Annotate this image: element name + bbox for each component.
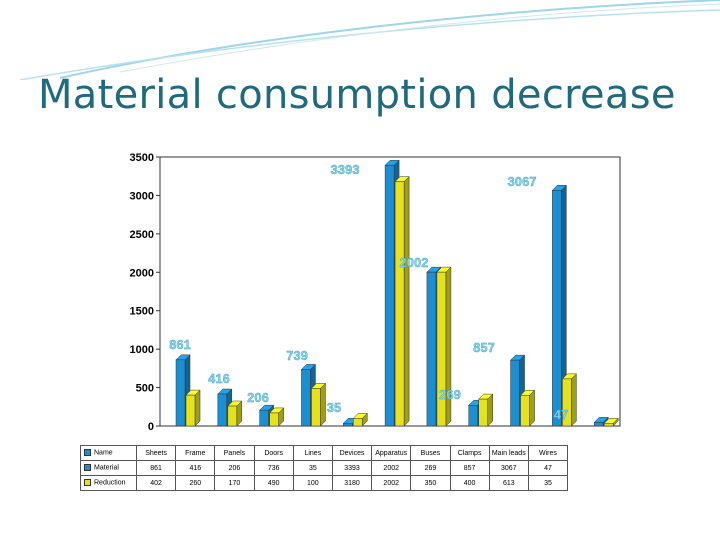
data-label: 47 <box>554 407 568 422</box>
table-cell: 269 <box>410 460 451 476</box>
table-row-label: Reduction <box>80 475 137 491</box>
y-tick-label: 2500 <box>130 229 154 241</box>
bar-material <box>217 393 228 427</box>
material-legend-label: Material <box>94 464 119 472</box>
table-header-label: Name <box>94 449 113 457</box>
table-row-material: Material 861 416 206 736 35 3393 2002 26… <box>80 460 569 476</box>
data-label: 35 <box>327 400 341 415</box>
table-cell: 3180 <box>331 475 373 491</box>
bar-reduction <box>311 388 321 427</box>
data-label: 3393 <box>331 162 360 177</box>
bar-reduction <box>520 395 530 427</box>
bar-material <box>468 405 478 427</box>
data-label: 206 <box>247 390 269 405</box>
y-tick-label: 1500 <box>130 306 154 318</box>
bar-reduction <box>227 405 238 427</box>
bar-side <box>403 175 410 427</box>
table-header-cell: Name <box>80 445 137 461</box>
table-cell: 736 <box>253 460 294 476</box>
bar-material <box>510 359 520 427</box>
table-row-reduction: Reduction 402 260 170 490 100 3180 2002 … <box>80 475 569 491</box>
y-tick-label: 500 <box>136 383 154 395</box>
y-tick-label: 0 <box>148 421 154 433</box>
y-tick-label: 1000 <box>130 344 154 356</box>
table-cell: 100 <box>292 475 333 491</box>
data-label: 416 <box>208 371 230 386</box>
bar-reduction <box>478 398 488 427</box>
table-cell: 47 <box>527 460 569 476</box>
table-cell: 260 <box>175 475 216 491</box>
table-category: Panels <box>214 445 255 461</box>
table-row-label: Material <box>80 460 137 476</box>
y-tick-label: 2000 <box>130 267 154 279</box>
bar-side <box>445 266 452 427</box>
table-category: Clamps <box>449 445 490 461</box>
data-label: 861 <box>169 337 191 352</box>
y-tick-label: 3000 <box>130 190 154 202</box>
bar-reduction <box>394 181 405 427</box>
data-label: 857 <box>473 340 495 355</box>
table-category: Devices <box>331 445 373 461</box>
bar-side <box>571 373 577 427</box>
table-cell: 416 <box>175 460 216 476</box>
bar-material <box>175 359 186 427</box>
table-category: Buses <box>410 445 451 461</box>
table-category: Wires <box>527 445 569 461</box>
bar-reduction <box>603 423 614 427</box>
data-label: 2002 <box>400 255 429 270</box>
reduction-legend-label: Reduction <box>94 479 126 487</box>
table-cell: 3393 <box>331 460 373 476</box>
bar-material <box>593 422 604 427</box>
table-cell: 613 <box>488 475 529 491</box>
table-cell: 170 <box>214 475 255 491</box>
table-cell: 402 <box>135 475 177 491</box>
bar-side <box>487 393 493 427</box>
bar-material <box>343 423 353 427</box>
table-category: Doors <box>253 445 294 461</box>
bar-material <box>384 164 395 427</box>
bar-material <box>552 190 562 427</box>
bar-reduction <box>269 412 279 427</box>
table-cell: 2002 <box>371 460 412 476</box>
data-label: 3067 <box>508 174 537 189</box>
table-cell: 861 <box>135 460 177 476</box>
table-cell: 3067 <box>488 460 529 476</box>
y-tick-label: 3500 <box>130 152 154 164</box>
data-label: 739 <box>286 348 308 363</box>
table-cell: 350 <box>410 475 451 491</box>
table-category: Main leads <box>488 445 529 461</box>
table-cell: 206 <box>214 460 255 476</box>
bar-reduction <box>353 418 363 427</box>
table-cell: 490 <box>253 475 294 491</box>
table-category: Lines <box>292 445 333 461</box>
table-cell: 2002 <box>371 475 412 491</box>
bar-side <box>320 382 326 427</box>
table-category: Sheets <box>135 445 177 461</box>
bar-reduction <box>436 271 447 427</box>
table-cell: 35 <box>292 460 333 476</box>
table-cell: 400 <box>449 475 490 491</box>
decorative-swoosh <box>19 0 720 80</box>
bar-material <box>259 409 269 427</box>
slide-title: Material consumption decrease <box>38 72 676 118</box>
bar-material <box>426 271 437 427</box>
table-category: Apparatus <box>371 445 412 461</box>
bar-reduction <box>562 378 572 427</box>
table-header-row: Name Sheets Frame Panels Doors Lines Dev… <box>80 445 569 461</box>
bar-side <box>194 389 201 427</box>
bar-side <box>529 389 535 427</box>
bar-reduction <box>185 394 196 427</box>
table-category: Frame <box>175 445 216 461</box>
bar-material <box>301 369 311 427</box>
table-cell: 35 <box>527 475 569 491</box>
data-label: 269 <box>439 387 461 402</box>
data-table: Name Sheets Frame Panels Doors Lines Dev… <box>80 445 569 491</box>
table-cell: 857 <box>449 460 490 476</box>
